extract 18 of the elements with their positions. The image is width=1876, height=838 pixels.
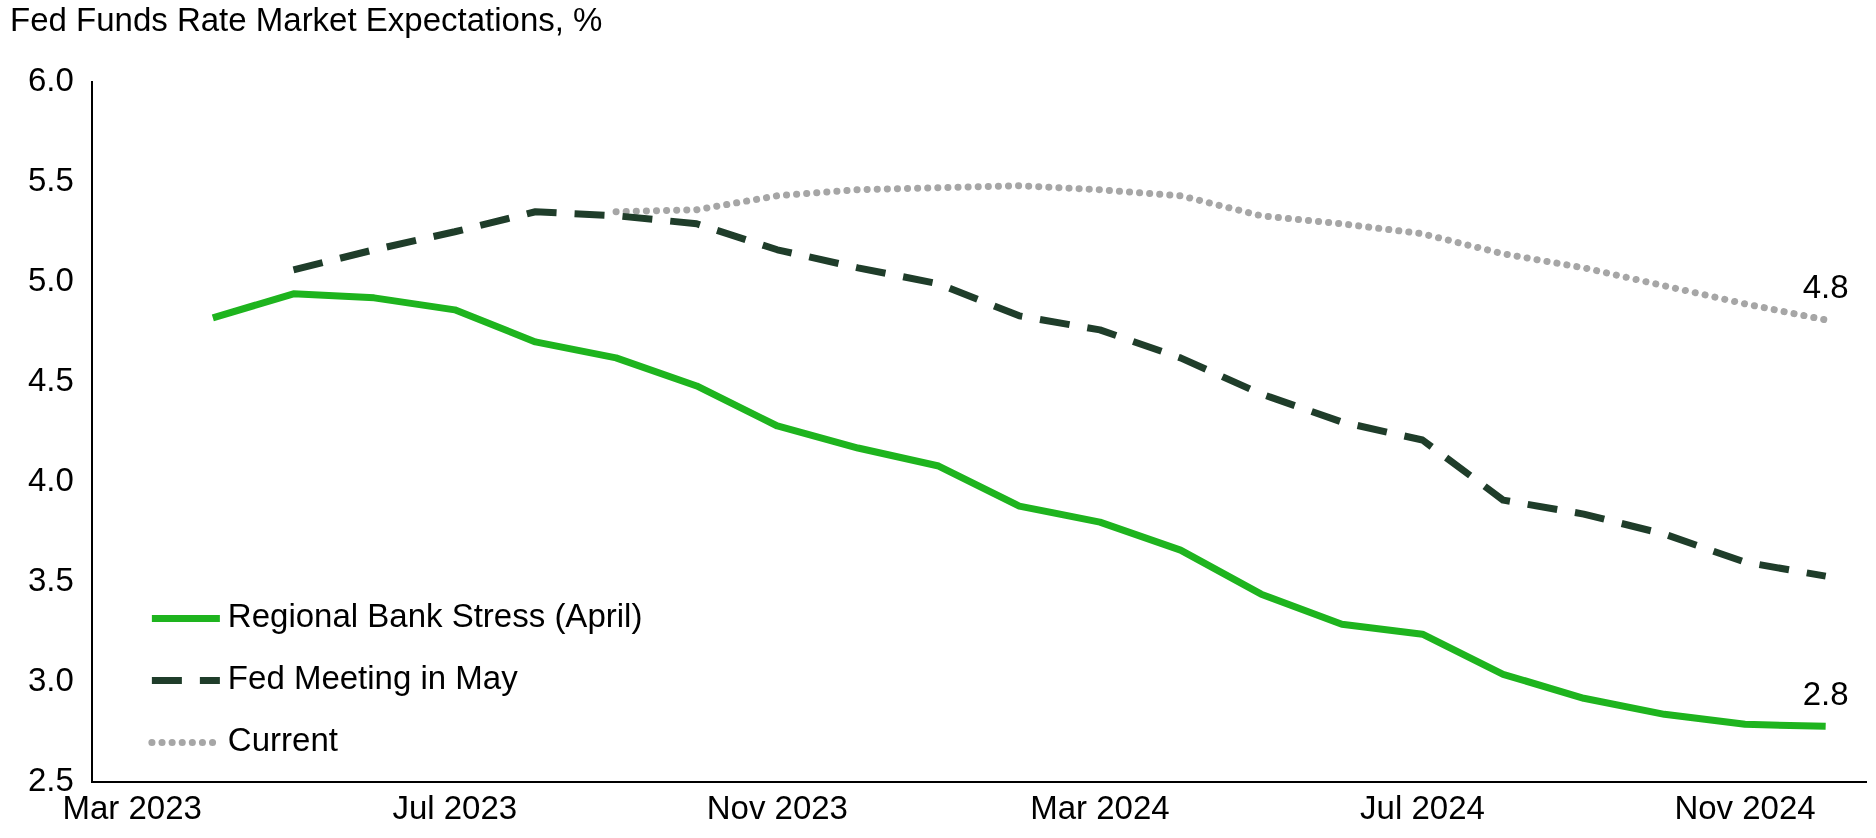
x-tick-label: Nov 2024: [1674, 789, 1816, 827]
x-tick-label: Nov 2023: [706, 789, 848, 827]
x-tick-label: Mar 2024: [1030, 789, 1170, 827]
y-tick-label: 4.5: [28, 361, 74, 399]
data-label: 4.8: [1802, 268, 1849, 306]
legend-label: Current: [227, 721, 338, 759]
legend-label: Fed Meeting in May: [227, 659, 519, 697]
y-tick-label: 5.5: [28, 160, 74, 198]
y-tick-label: 6.0: [28, 60, 74, 98]
chart-title: Fed Funds Rate Market Expectations, %: [10, 0, 603, 38]
y-tick-label: 5.0: [28, 260, 74, 298]
data-label: 2.8: [1802, 674, 1849, 712]
x-tick-label: Jul 2023: [392, 789, 518, 827]
legend-label: Regional Bank Stress (April): [227, 597, 643, 635]
y-tick-label: 4.0: [28, 461, 74, 499]
x-tick-label: Jul 2024: [1360, 789, 1485, 827]
y-tick-label: 3.5: [28, 561, 74, 599]
y-tick-label: 3.0: [28, 661, 74, 699]
